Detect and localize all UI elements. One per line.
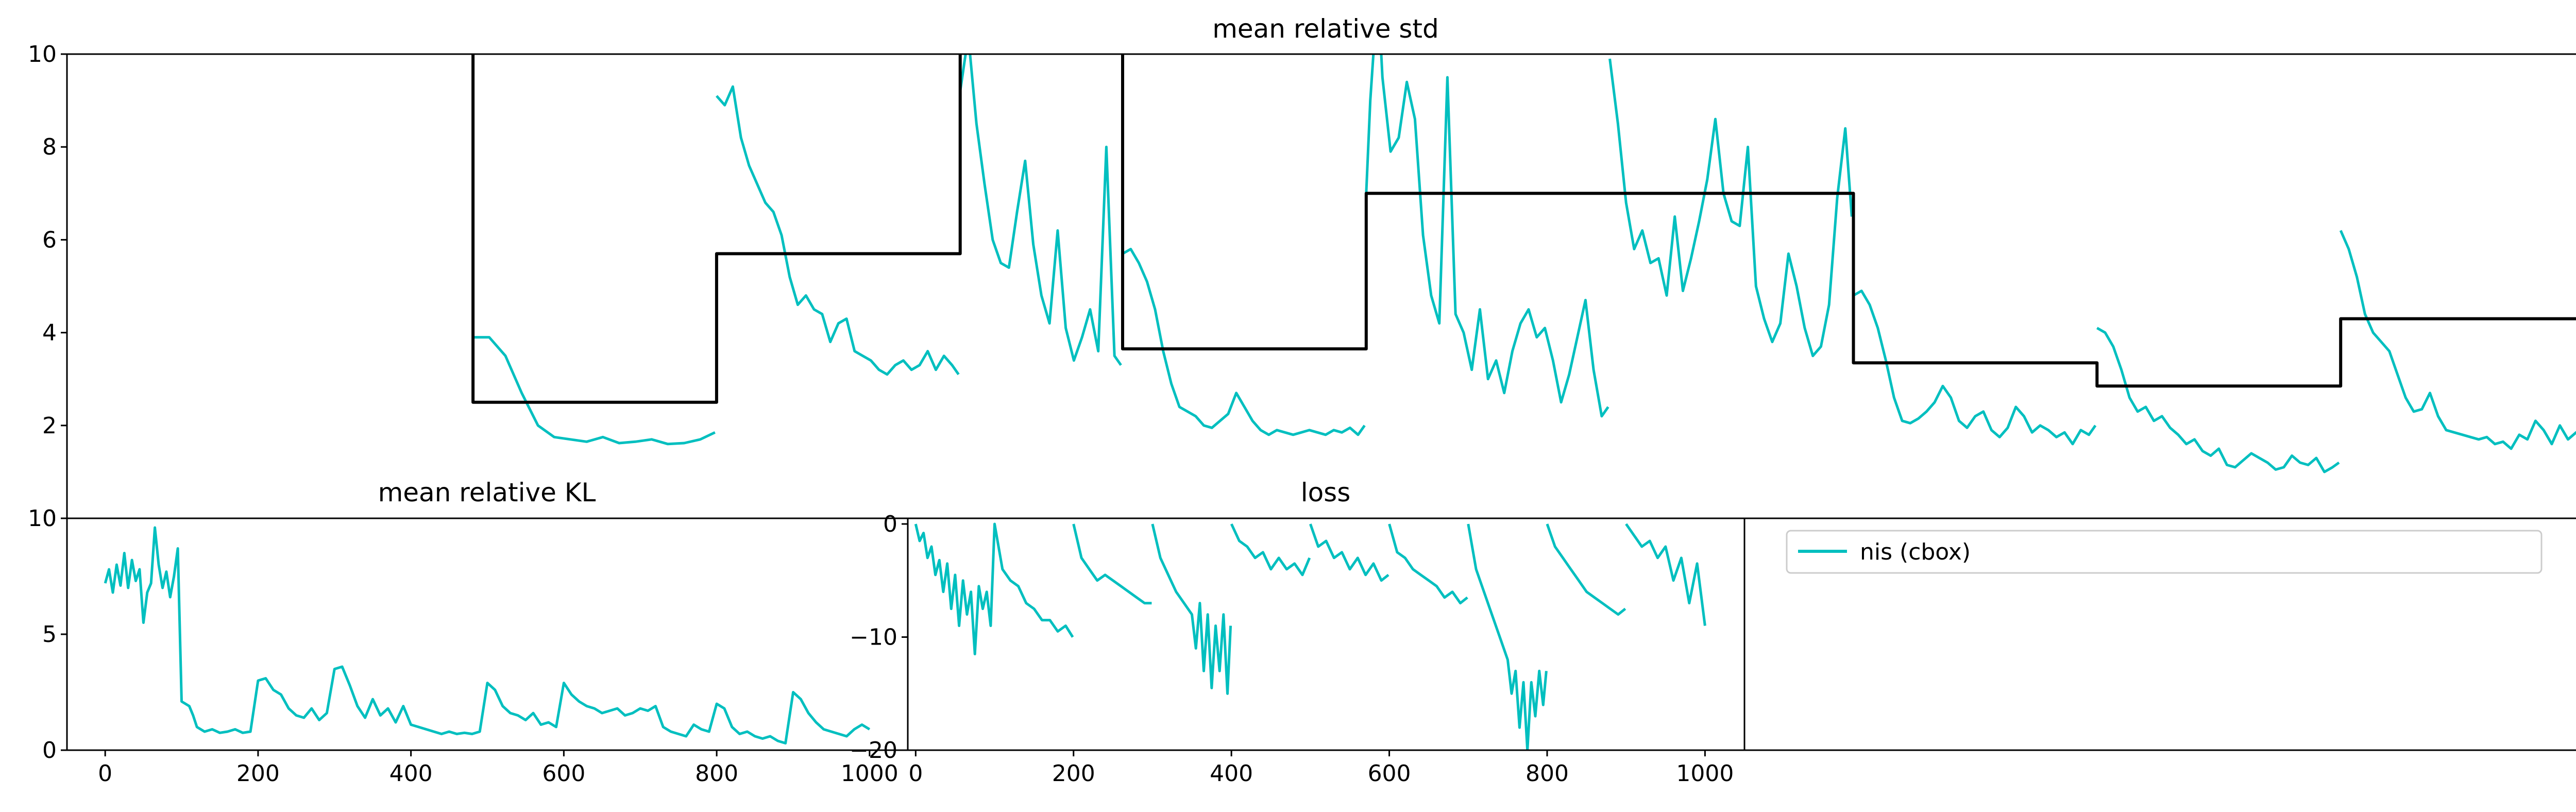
- x-tick-label: 200: [236, 760, 280, 787]
- plot-mean-relative-std: mean relative std 0 2 4 6 8 10: [28, 14, 2576, 532]
- plot-loss: loss 0 −10 −20 0 200 400 600 800 1000: [850, 478, 1745, 787]
- series-line-0-segment-4: [1365, 54, 1609, 418]
- series-line-0-segment-2: [1151, 523, 1232, 695]
- series-line-0-segment-7: [2096, 327, 2340, 473]
- x-tick-label: 0: [98, 760, 112, 787]
- series-group: [914, 522, 1706, 750]
- series-line-0-segment-1: [1072, 523, 1152, 605]
- series-line-0-segment-8: [1625, 523, 1706, 626]
- series-line-0-segment-5: [1608, 58, 1853, 358]
- y-tick-label: −10: [850, 624, 897, 650]
- x-tick-label: 600: [542, 760, 585, 787]
- series-line-0-segment-0: [473, 336, 716, 446]
- series-group: [104, 526, 871, 745]
- x-tick-label: 600: [1368, 760, 1411, 787]
- series-line-0-segment-0: [914, 522, 1074, 655]
- series-line-0-segment-0: [104, 526, 871, 745]
- legend-label: nis (cbox): [1860, 539, 1971, 565]
- x-tick-label: 200: [1052, 760, 1095, 787]
- series-line-0-segment-5: [1388, 523, 1468, 605]
- legend-panel: nis (cbox): [1743, 517, 2576, 751]
- tick-group: 0 −10 −20 0 200 400 600 800 1000: [850, 511, 1734, 787]
- x-tick-label: 1000: [1676, 760, 1734, 787]
- chart-title: loss: [1301, 478, 1351, 508]
- series-line-0-segment-2: [959, 54, 1122, 366]
- series-line-0-segment-3: [1230, 523, 1311, 577]
- x-tick-label: 0: [908, 760, 923, 787]
- y-tick-group: 0 2 4 6 8 10: [28, 41, 67, 532]
- y-tick-label: 4: [42, 320, 57, 346]
- series-line-0-segment-6: [1853, 290, 2097, 446]
- y-tick-label: 0: [42, 505, 57, 532]
- y-tick-label: 5: [42, 621, 57, 648]
- legend: nis (cbox): [1786, 530, 2543, 574]
- y-tick-label: 0: [883, 511, 897, 537]
- chart-title: mean relative std: [1212, 14, 1439, 44]
- chart-title: mean relative KL: [378, 478, 596, 508]
- x-tick-label: 400: [1210, 760, 1253, 787]
- axes-frame: [907, 517, 1745, 751]
- x-tick-label: 1000: [841, 760, 899, 787]
- x-tick-label: 400: [389, 760, 433, 787]
- axes-frame: [1743, 517, 2576, 751]
- y-tick-label: −20: [850, 737, 897, 764]
- y-tick-label: 2: [42, 413, 57, 439]
- series-line-1-segment-0: [471, 54, 962, 404]
- series-line-1-segment-1: [1121, 54, 2576, 388]
- series-line-0-segment-4: [1309, 523, 1389, 582]
- y-tick-label: 0: [42, 737, 57, 764]
- series-line-0-segment-8: [2339, 230, 2576, 450]
- y-tick-label: 6: [42, 227, 57, 253]
- x-tick-label: 800: [1526, 760, 1569, 787]
- y-tick-label: 8: [42, 134, 57, 160]
- series-group: [471, 54, 2576, 473]
- series-line-0-segment-6: [1467, 523, 1548, 750]
- series-line-0-segment-1: [716, 85, 960, 376]
- series-line-0-segment-7: [1546, 523, 1626, 616]
- y-tick-label: 10: [28, 505, 57, 532]
- legend-box: [1786, 530, 2543, 574]
- y-tick-label: 10: [28, 41, 57, 67]
- series-line-0-segment-3: [1122, 247, 1366, 436]
- x-tick-label: 800: [695, 760, 738, 787]
